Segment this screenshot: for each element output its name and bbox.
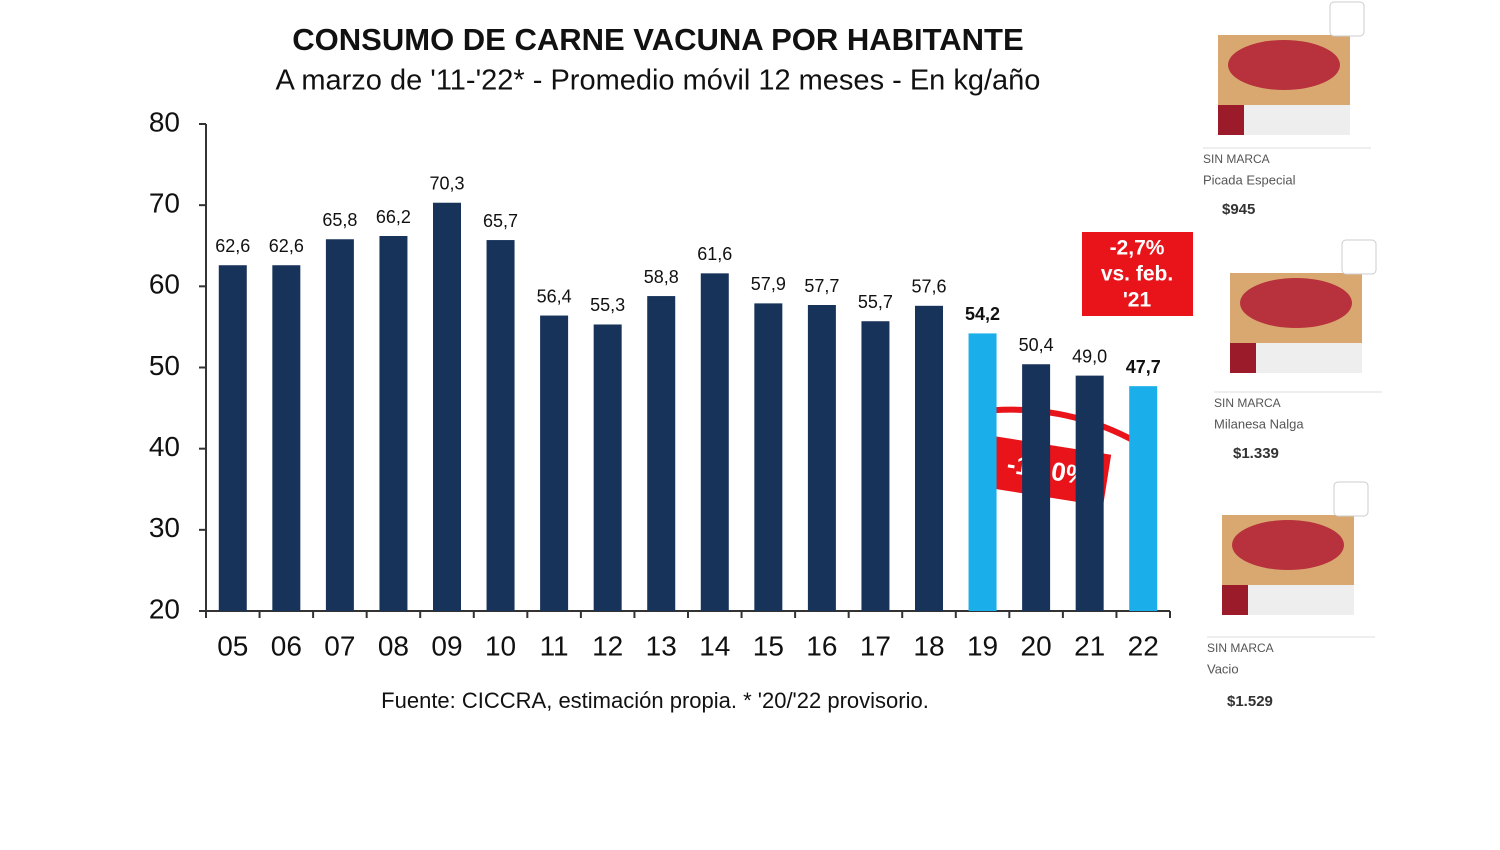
y-tick-label: 50	[149, 350, 180, 381]
product-badge	[1218, 105, 1244, 135]
note-line: vs. feb.	[1101, 263, 1173, 286]
chart-subtitle: A marzo de '11-'22* - Promedio móvil 12 …	[276, 65, 1041, 97]
value-label: 61,6	[697, 244, 732, 264]
x-tick-label: 14	[699, 630, 730, 661]
value-label: 47,7	[1126, 357, 1161, 377]
product-brand: SIN MARCA	[1203, 152, 1270, 166]
x-tick-label: 07	[324, 630, 355, 661]
value-label: 57,7	[804, 276, 839, 296]
bar	[325, 239, 354, 612]
y-tick-label: 70	[149, 188, 180, 219]
menu-icon	[1333, 481, 1369, 517]
x-tick-label: 16	[806, 630, 837, 661]
x-tick-label: 06	[271, 630, 302, 661]
product-badge	[1230, 343, 1256, 373]
value-label: 55,7	[858, 292, 893, 312]
product-name: Milanesa Nalga	[1214, 416, 1304, 431]
product-meat	[1232, 520, 1344, 570]
bar	[807, 305, 836, 611]
y-tick-label: 80	[149, 106, 180, 137]
chart-title: CONSUMO DE CARNE VACUNA POR HABITANTE	[292, 22, 1023, 57]
product-brand: SIN MARCA	[1207, 641, 1274, 655]
note-box	[1082, 232, 1193, 316]
bar	[486, 240, 515, 611]
bar	[272, 265, 301, 611]
product-name: Picada Especial	[1203, 172, 1296, 187]
value-label: 70,3	[429, 173, 464, 193]
bar	[540, 315, 569, 611]
x-tick-label: 13	[646, 630, 677, 661]
bar	[968, 333, 997, 611]
bar	[647, 296, 676, 611]
source-note: Fuente: CICCRA, estimación propia. * '20…	[381, 688, 929, 713]
product-brand: SIN MARCA	[1214, 396, 1281, 410]
value-label: 65,8	[322, 210, 357, 230]
product-meat	[1228, 40, 1340, 90]
bar	[1129, 386, 1158, 611]
value-label: 54,2	[965, 304, 1000, 324]
value-label: 55,3	[590, 295, 625, 315]
value-label: 57,6	[911, 277, 946, 297]
product-cards: SIN MARCA Picada Especial $945 SIN MARCA Mil…	[1203, 1, 1382, 710]
value-label: 58,8	[644, 267, 679, 287]
bar	[1022, 364, 1051, 611]
bar	[861, 321, 890, 611]
value-label: 56,4	[537, 286, 572, 306]
product-price: $1.339	[1233, 445, 1279, 462]
x-tick-label: 22	[1128, 630, 1159, 661]
x-tick-label: 17	[860, 630, 891, 661]
value-label: 62,6	[269, 236, 304, 256]
product-price: $945	[1222, 201, 1255, 218]
x-tick-label: 11	[540, 630, 569, 661]
bar	[379, 236, 408, 611]
bar	[1075, 375, 1104, 611]
x-tick-label: 18	[913, 630, 944, 661]
bar	[754, 303, 783, 611]
menu-icon	[1341, 239, 1377, 275]
x-tick-label: 05	[217, 630, 248, 661]
x-tick-label: 09	[431, 630, 462, 661]
bar	[593, 324, 622, 611]
x-tick-label: 20	[1021, 630, 1052, 661]
value-label: 57,9	[751, 274, 786, 294]
bar	[700, 273, 729, 611]
value-label: 62,6	[215, 236, 250, 256]
bar	[915, 305, 943, 611]
product-badge	[1222, 585, 1248, 615]
product-name: Vacio	[1207, 661, 1239, 676]
value-label: 65,7	[483, 211, 518, 231]
y-tick-label: 30	[149, 512, 180, 543]
value-label: 49,0	[1072, 346, 1107, 366]
value-label: 50,4	[1019, 335, 1054, 355]
x-tick-label: 19	[967, 630, 998, 661]
note-line: '21	[1123, 289, 1152, 312]
x-tick-label: 12	[592, 630, 623, 661]
x-tick-label: 15	[753, 630, 784, 661]
value-label: 66,2	[376, 207, 411, 227]
y-tick-label: 40	[149, 431, 180, 462]
x-tick-label: 10	[485, 630, 516, 661]
y-tick-label: 60	[149, 269, 180, 300]
product-price: $1.529	[1227, 693, 1273, 710]
product-meat	[1240, 278, 1352, 328]
x-tick-label: 21	[1074, 630, 1105, 661]
x-tick-label: 08	[378, 630, 409, 661]
note-line: -2,7%	[1110, 237, 1165, 260]
bar	[433, 202, 461, 611]
y-tick-label: 20	[149, 593, 180, 624]
bar	[218, 265, 247, 611]
menu-icon	[1329, 1, 1365, 37]
